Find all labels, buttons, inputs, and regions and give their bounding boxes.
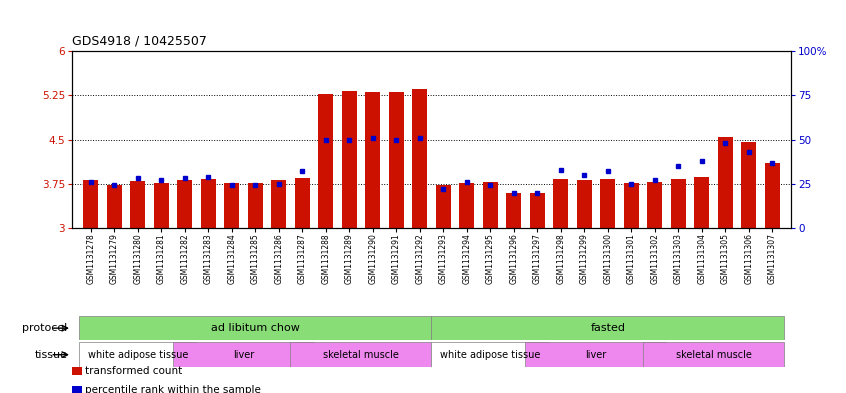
Bar [79, 342, 196, 367]
Text: white adipose tissue: white adipose tissue [440, 350, 541, 360]
Text: ad libitum chow: ad libitum chow [211, 323, 299, 333]
Bar [294, 178, 310, 228]
Bar [83, 180, 98, 228]
Text: transformed count: transformed count [85, 366, 183, 376]
Bar [506, 193, 521, 228]
Text: liver: liver [233, 350, 254, 360]
Bar [130, 181, 146, 228]
Bar [365, 92, 381, 228]
Bar [248, 182, 263, 228]
Text: protocol: protocol [23, 323, 68, 333]
Bar [765, 163, 780, 228]
Bar [177, 180, 192, 228]
Bar [431, 342, 549, 367]
Bar [694, 176, 709, 228]
Bar [600, 179, 615, 228]
Text: tissue: tissue [35, 350, 68, 360]
Bar [741, 142, 756, 228]
Bar [431, 316, 784, 340]
Bar [412, 90, 427, 228]
Text: liver: liver [585, 350, 607, 360]
Bar [388, 92, 404, 228]
Bar [553, 179, 569, 228]
Bar [318, 94, 333, 228]
Bar [107, 185, 122, 228]
Bar [459, 182, 475, 228]
Text: fasted: fasted [591, 323, 625, 333]
Bar [643, 342, 784, 367]
Bar [436, 185, 451, 228]
Text: skeletal muscle: skeletal muscle [675, 350, 751, 360]
Text: GDS4918 / 10425507: GDS4918 / 10425507 [72, 34, 206, 47]
Bar [577, 180, 592, 228]
Bar [271, 180, 286, 228]
Bar [717, 136, 733, 228]
Bar [624, 182, 639, 228]
Bar [173, 342, 314, 367]
Bar [671, 179, 686, 228]
Text: skeletal muscle: skeletal muscle [323, 350, 399, 360]
Bar [342, 90, 357, 228]
Bar [647, 182, 662, 228]
Text: percentile rank within the sample: percentile rank within the sample [85, 385, 261, 393]
Bar [290, 342, 431, 367]
Bar [530, 193, 545, 228]
Bar [154, 182, 169, 228]
Bar [79, 316, 431, 340]
Bar [201, 179, 216, 228]
Bar [525, 342, 667, 367]
Bar [224, 182, 239, 228]
Text: white adipose tissue: white adipose tissue [87, 350, 188, 360]
Bar [482, 182, 497, 228]
